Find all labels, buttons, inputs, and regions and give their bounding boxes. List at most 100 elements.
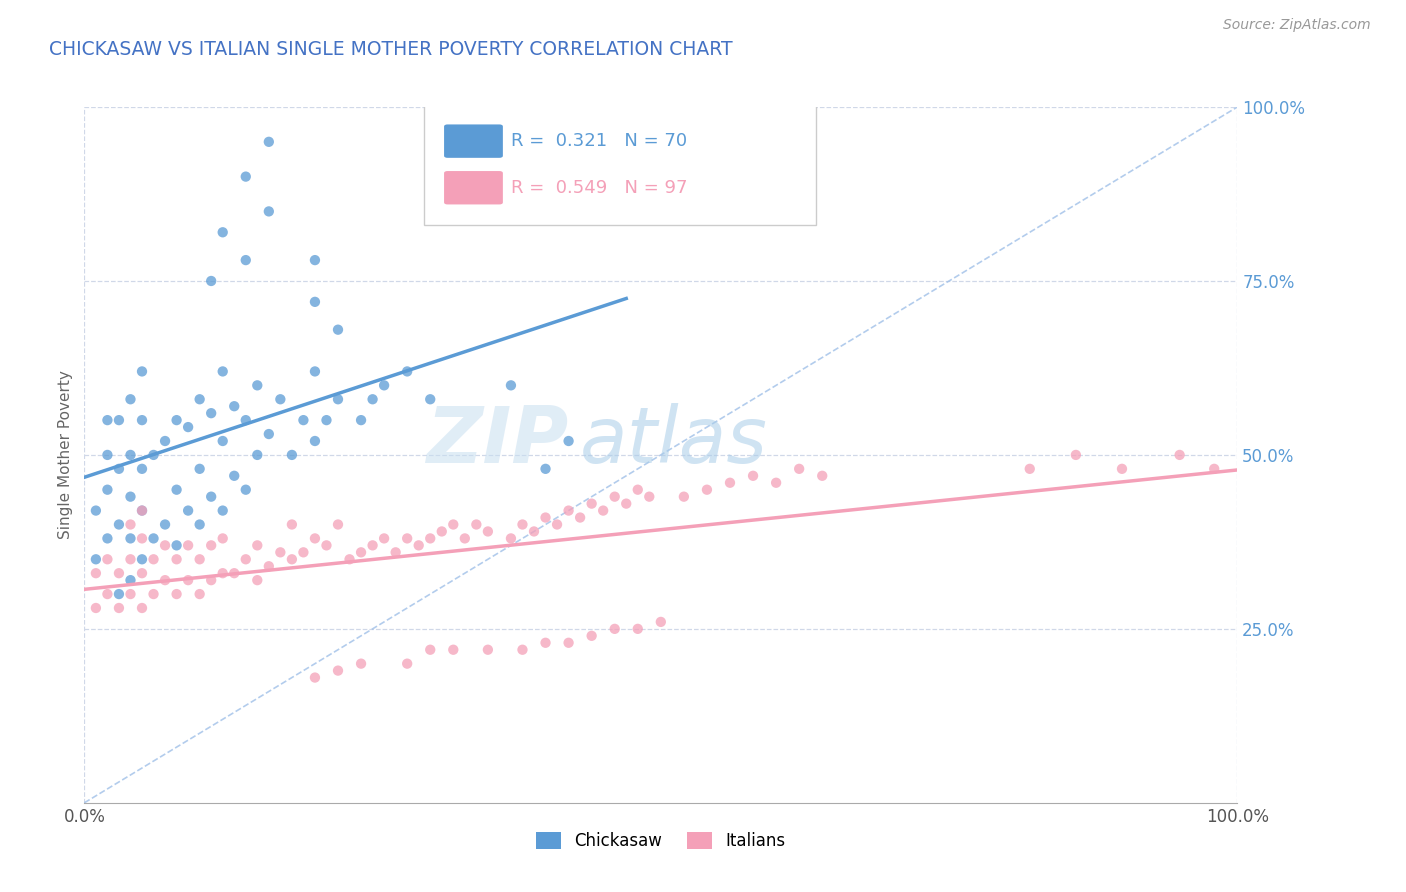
- FancyBboxPatch shape: [425, 103, 817, 226]
- Point: [350, 413, 373, 427]
- Point: [166, 483, 188, 497]
- Point: [166, 538, 188, 552]
- Point: [96, 532, 118, 546]
- Point: [534, 636, 557, 650]
- Point: [454, 532, 477, 546]
- Text: Source: ZipAtlas.com: Source: ZipAtlas.com: [1223, 18, 1371, 32]
- Point: [512, 642, 534, 657]
- Point: [84, 552, 107, 566]
- Point: [787, 462, 810, 476]
- Point: [153, 573, 176, 587]
- Text: atlas: atlas: [581, 403, 768, 479]
- Point: [396, 364, 419, 378]
- Point: [120, 587, 142, 601]
- Point: [350, 657, 373, 671]
- Point: [419, 642, 441, 657]
- Point: [177, 503, 200, 517]
- Point: [765, 475, 787, 490]
- Point: [603, 490, 626, 504]
- Point: [211, 532, 233, 546]
- Point: [188, 517, 211, 532]
- Point: [108, 462, 131, 476]
- Point: [696, 483, 718, 497]
- Point: [153, 517, 176, 532]
- Point: [361, 538, 384, 552]
- Point: [188, 462, 211, 476]
- Point: [419, 392, 441, 407]
- Point: [603, 622, 626, 636]
- Point: [430, 524, 453, 539]
- Point: [499, 378, 522, 392]
- Text: R =  0.549   N = 97: R = 0.549 N = 97: [510, 178, 688, 197]
- Point: [373, 532, 395, 546]
- Point: [177, 538, 200, 552]
- Point: [292, 413, 315, 427]
- Point: [131, 601, 153, 615]
- Point: [419, 532, 441, 546]
- Point: [235, 169, 257, 184]
- Point: [627, 483, 650, 497]
- Point: [96, 413, 118, 427]
- Point: [120, 490, 142, 504]
- Point: [557, 434, 579, 448]
- Point: [315, 413, 337, 427]
- Point: [811, 468, 834, 483]
- Point: [304, 434, 326, 448]
- Legend: Chickasaw, Italians: Chickasaw, Italians: [529, 826, 793, 857]
- Y-axis label: Single Mother Poverty: Single Mother Poverty: [58, 370, 73, 540]
- Point: [523, 524, 546, 539]
- Point: [235, 413, 257, 427]
- Point: [1111, 462, 1133, 476]
- Text: CHICKASAW VS ITALIAN SINGLE MOTHER POVERTY CORRELATION CHART: CHICKASAW VS ITALIAN SINGLE MOTHER POVER…: [49, 40, 733, 59]
- Point: [534, 510, 557, 524]
- Point: [235, 552, 257, 566]
- Point: [96, 587, 118, 601]
- Point: [477, 524, 499, 539]
- Point: [153, 434, 176, 448]
- Point: [326, 517, 349, 532]
- FancyBboxPatch shape: [444, 171, 503, 204]
- Point: [120, 532, 142, 546]
- Point: [120, 552, 142, 566]
- Point: [581, 629, 603, 643]
- Point: [224, 566, 246, 581]
- Point: [361, 392, 384, 407]
- Text: ZIP: ZIP: [426, 403, 568, 479]
- Point: [211, 503, 233, 517]
- Point: [120, 517, 142, 532]
- Point: [96, 552, 118, 566]
- Point: [188, 552, 211, 566]
- Point: [1204, 462, 1226, 476]
- Point: [166, 552, 188, 566]
- Point: [211, 566, 233, 581]
- Point: [246, 448, 269, 462]
- Point: [1018, 462, 1040, 476]
- Point: [142, 448, 165, 462]
- Point: [84, 566, 107, 581]
- Point: [742, 468, 765, 483]
- Point: [569, 510, 592, 524]
- Point: [166, 587, 188, 601]
- Point: [512, 517, 534, 532]
- Point: [257, 135, 280, 149]
- Point: [131, 503, 153, 517]
- Point: [326, 323, 349, 337]
- Point: [499, 532, 522, 546]
- Point: [718, 475, 741, 490]
- Point: [304, 253, 326, 268]
- Point: [304, 364, 326, 378]
- Point: [200, 573, 222, 587]
- Point: [1064, 448, 1087, 462]
- Point: [304, 532, 326, 546]
- Point: [477, 642, 499, 657]
- Point: [614, 497, 637, 511]
- Point: [396, 532, 419, 546]
- Point: [269, 545, 291, 559]
- Point: [84, 601, 107, 615]
- Point: [120, 573, 142, 587]
- Point: [211, 364, 233, 378]
- Point: [108, 566, 131, 581]
- Point: [304, 671, 326, 685]
- Point: [281, 552, 304, 566]
- Point: [246, 573, 269, 587]
